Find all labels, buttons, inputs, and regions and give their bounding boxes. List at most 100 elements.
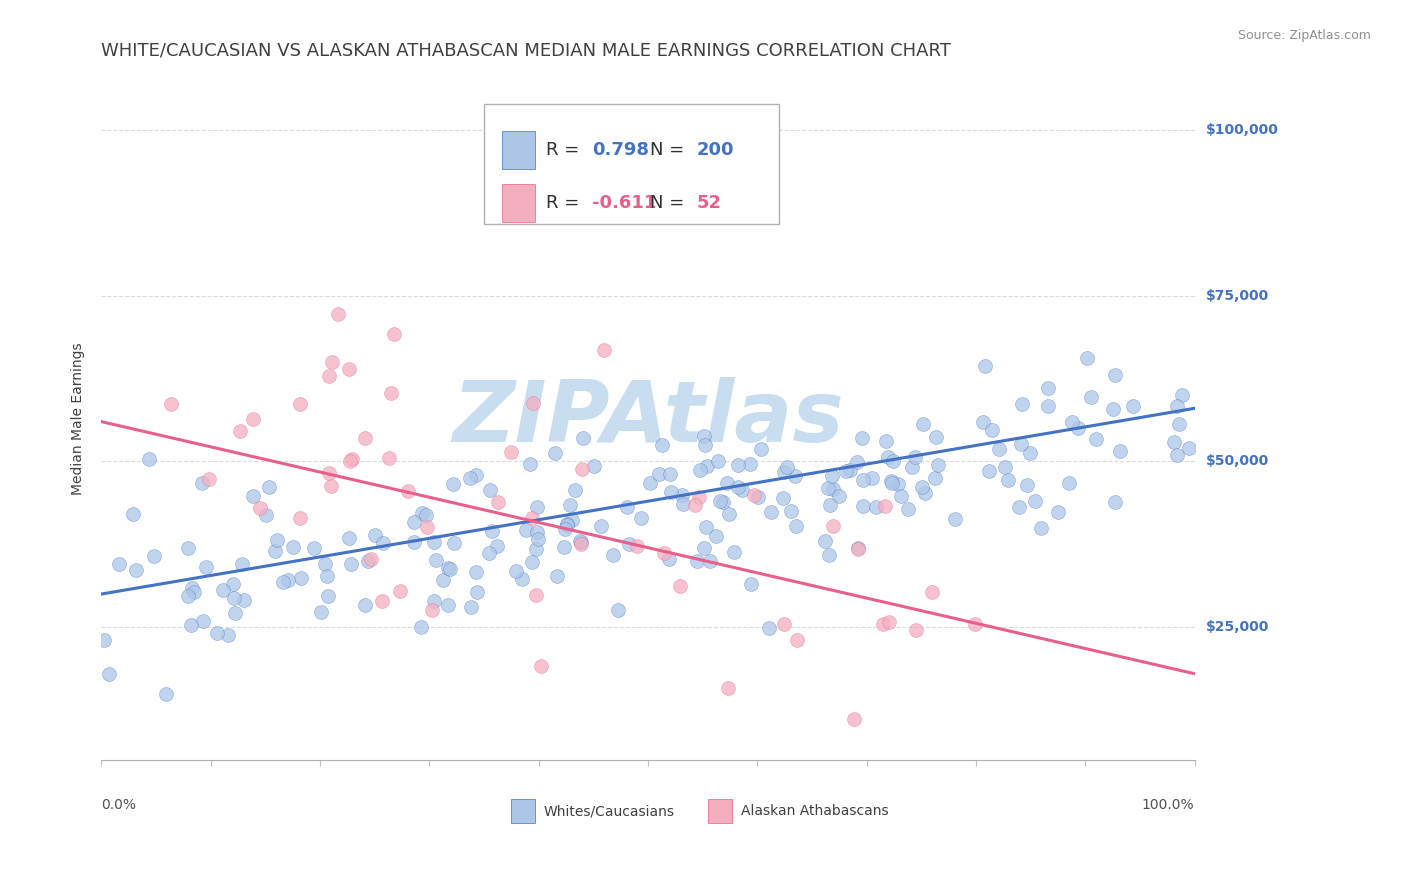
Point xyxy=(370,594,392,608)
Point xyxy=(193,615,215,629)
Point xyxy=(316,589,339,603)
Point xyxy=(98,667,121,681)
Point xyxy=(582,458,605,473)
Point xyxy=(972,415,994,429)
Point xyxy=(704,529,727,543)
Point xyxy=(569,537,592,551)
Point xyxy=(231,557,253,571)
Bar xyxy=(502,185,536,222)
Point xyxy=(602,548,624,562)
Point xyxy=(785,519,807,533)
Text: N =: N = xyxy=(650,141,690,159)
Point xyxy=(821,469,844,483)
Point xyxy=(1067,421,1090,435)
Point xyxy=(619,536,641,550)
Point xyxy=(672,497,695,511)
Point xyxy=(1029,520,1052,534)
Point xyxy=(818,499,841,513)
Point xyxy=(526,525,548,540)
Point xyxy=(415,508,437,523)
Point xyxy=(437,561,460,575)
Point xyxy=(546,568,568,582)
Point xyxy=(695,520,717,534)
Point xyxy=(963,616,986,631)
Bar xyxy=(709,799,733,823)
Point xyxy=(425,552,447,566)
Point xyxy=(281,540,304,554)
Text: Source: ZipAtlas.com: Source: ZipAtlas.com xyxy=(1237,29,1371,43)
Point xyxy=(707,454,730,468)
Point xyxy=(441,477,464,491)
Point xyxy=(914,486,936,500)
Point xyxy=(138,452,160,467)
Text: N =: N = xyxy=(650,194,690,212)
Point xyxy=(249,501,271,516)
Point xyxy=(288,511,311,525)
Point xyxy=(436,598,458,612)
Point xyxy=(443,536,465,550)
Point xyxy=(839,463,862,477)
Point xyxy=(981,423,1004,437)
Point xyxy=(1163,434,1185,449)
Point xyxy=(828,490,851,504)
Point xyxy=(848,541,870,556)
Point xyxy=(772,491,794,506)
Point xyxy=(773,466,796,480)
Point xyxy=(389,583,412,598)
Point xyxy=(432,573,454,587)
Text: R =: R = xyxy=(546,194,585,212)
Point xyxy=(813,534,835,549)
Point xyxy=(520,511,543,525)
Point xyxy=(222,577,245,591)
Point xyxy=(823,519,845,533)
Point xyxy=(485,540,508,554)
Point xyxy=(1057,476,1080,491)
Point xyxy=(1104,495,1126,509)
Point xyxy=(1011,397,1033,411)
Point xyxy=(125,564,148,578)
Point xyxy=(630,511,652,525)
Point xyxy=(889,490,911,504)
Point xyxy=(364,528,387,542)
Point xyxy=(194,559,217,574)
Point xyxy=(257,480,280,494)
Point xyxy=(880,474,903,488)
Point xyxy=(555,517,578,532)
Point xyxy=(242,489,264,503)
Point xyxy=(651,438,673,452)
Point xyxy=(290,571,312,585)
Point xyxy=(873,499,896,513)
Point xyxy=(439,561,461,575)
Text: ZIPAtlas: ZIPAtlas xyxy=(453,376,844,459)
Point xyxy=(524,588,547,602)
Point xyxy=(695,438,717,452)
Text: 100.0%: 100.0% xyxy=(1142,797,1195,812)
Point xyxy=(626,539,648,553)
Point xyxy=(553,541,575,555)
Point xyxy=(315,569,337,583)
Point xyxy=(277,573,299,587)
Point xyxy=(1080,390,1102,404)
Point xyxy=(288,397,311,411)
Point xyxy=(217,628,239,642)
Point xyxy=(420,603,443,617)
Point xyxy=(326,307,349,321)
Point xyxy=(1171,388,1194,402)
Point xyxy=(997,474,1019,488)
Point xyxy=(607,602,630,616)
Point xyxy=(901,459,924,474)
Point xyxy=(1122,399,1144,413)
Y-axis label: Median Male Earnings: Median Male Earnings xyxy=(72,342,86,494)
Point xyxy=(1024,493,1046,508)
Point xyxy=(377,451,399,466)
Point xyxy=(683,498,706,512)
Point xyxy=(669,579,692,593)
Point xyxy=(233,593,256,607)
Point xyxy=(314,558,336,572)
Point xyxy=(904,623,927,637)
Point xyxy=(409,619,432,633)
Text: Alaskan Athabascans: Alaskan Athabascans xyxy=(741,805,889,818)
Point xyxy=(897,502,920,516)
Point xyxy=(994,460,1017,475)
Point xyxy=(1166,400,1188,414)
